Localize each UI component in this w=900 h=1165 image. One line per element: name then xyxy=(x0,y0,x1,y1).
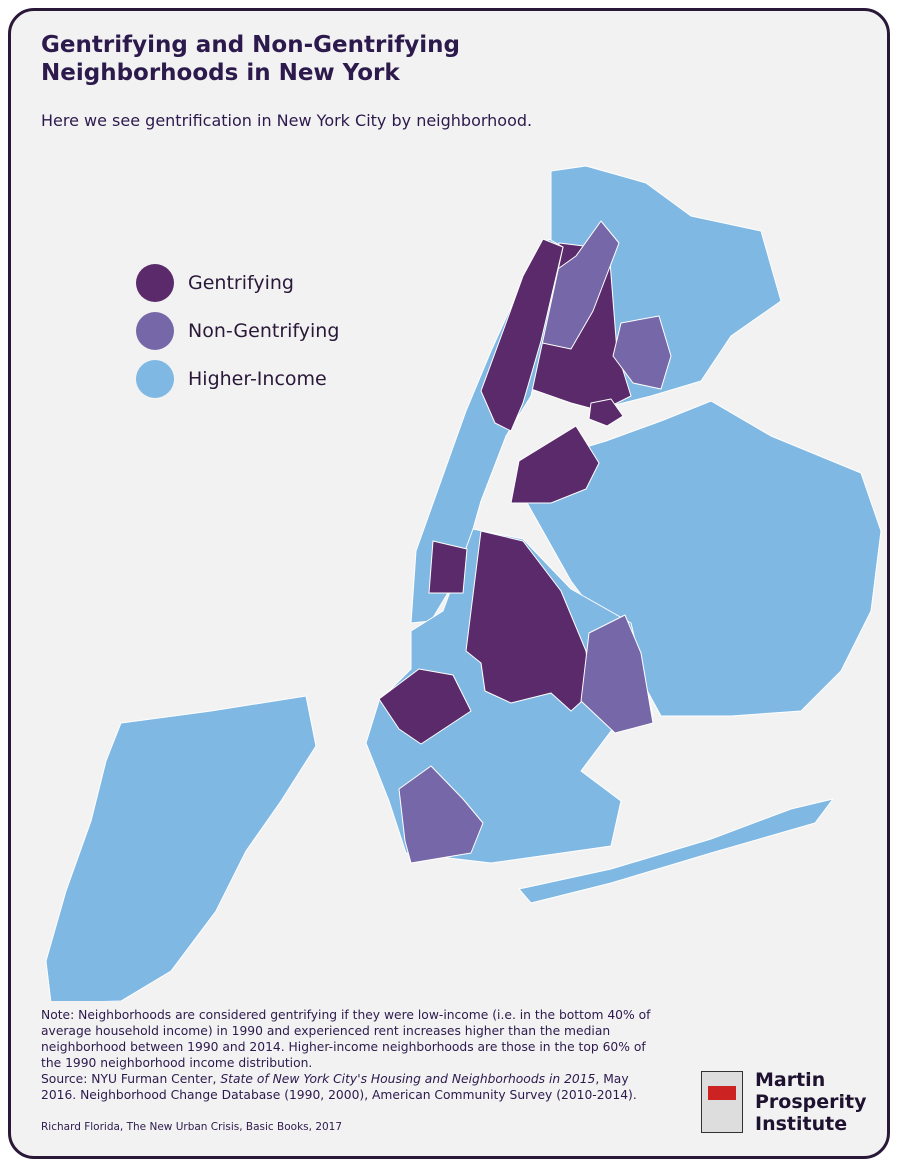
title-line: Neighborhoods in New York xyxy=(41,60,400,86)
nyc-map xyxy=(45,165,882,1001)
legend-item: Higher-Income xyxy=(136,359,327,399)
bushwick xyxy=(580,614,654,734)
greenpoint xyxy=(428,540,468,594)
source: , May 2016. Neighborhood Change Database… xyxy=(41,1072,637,1102)
astoria xyxy=(510,425,600,504)
hunts-point xyxy=(588,398,624,427)
source-title: State of New York City's Housing and Nei… xyxy=(220,1072,596,1086)
logo-line: Institute xyxy=(755,1113,848,1135)
sunset-park xyxy=(378,668,472,745)
notes: Note: Neighborhoods are considered gentr… xyxy=(41,1007,661,1103)
credit: Richard Florida, The New Urban Crisis, B… xyxy=(41,1121,343,1133)
title-line: Gentrifying and Non-Gentrifying xyxy=(41,32,460,58)
rockaways xyxy=(518,798,834,904)
logo-line: Prosperity xyxy=(755,1091,867,1113)
legend-item: Gentrifying xyxy=(136,263,294,303)
coney-island xyxy=(398,765,484,864)
legend-label: Higher-Income xyxy=(188,368,327,390)
bronx-non-gentrifying xyxy=(532,220,620,350)
legend-item: Non-Gentrifying xyxy=(136,311,339,351)
logo-text: Martin Prosperity Institute xyxy=(755,1069,867,1135)
note: Note: Neighborhoods are considered gentr… xyxy=(41,1008,651,1070)
legend-swatch xyxy=(136,360,174,398)
subtitle: Here we see gentrification in New York C… xyxy=(41,111,533,130)
legend-label: Non-Gentrifying xyxy=(188,320,340,342)
staten-island xyxy=(45,695,317,1001)
logo-line: Martin xyxy=(755,1069,826,1091)
book-cover xyxy=(701,1071,743,1133)
soundview xyxy=(612,315,672,390)
brooklyn-gentrifying xyxy=(465,530,592,712)
source: Source: NYU Furman Center, xyxy=(41,1072,221,1086)
logo: Martin Prosperity Institute xyxy=(701,1069,867,1135)
title: Gentrifying and Non-Gentrifying Neighbor… xyxy=(41,31,460,87)
legend-swatch xyxy=(136,312,174,350)
legend-label: Gentrifying xyxy=(188,272,294,294)
poster: Gentrifying and Non-Gentrifying Neighbor… xyxy=(8,8,890,1159)
harlem xyxy=(480,238,564,432)
legend-swatch xyxy=(136,264,174,302)
